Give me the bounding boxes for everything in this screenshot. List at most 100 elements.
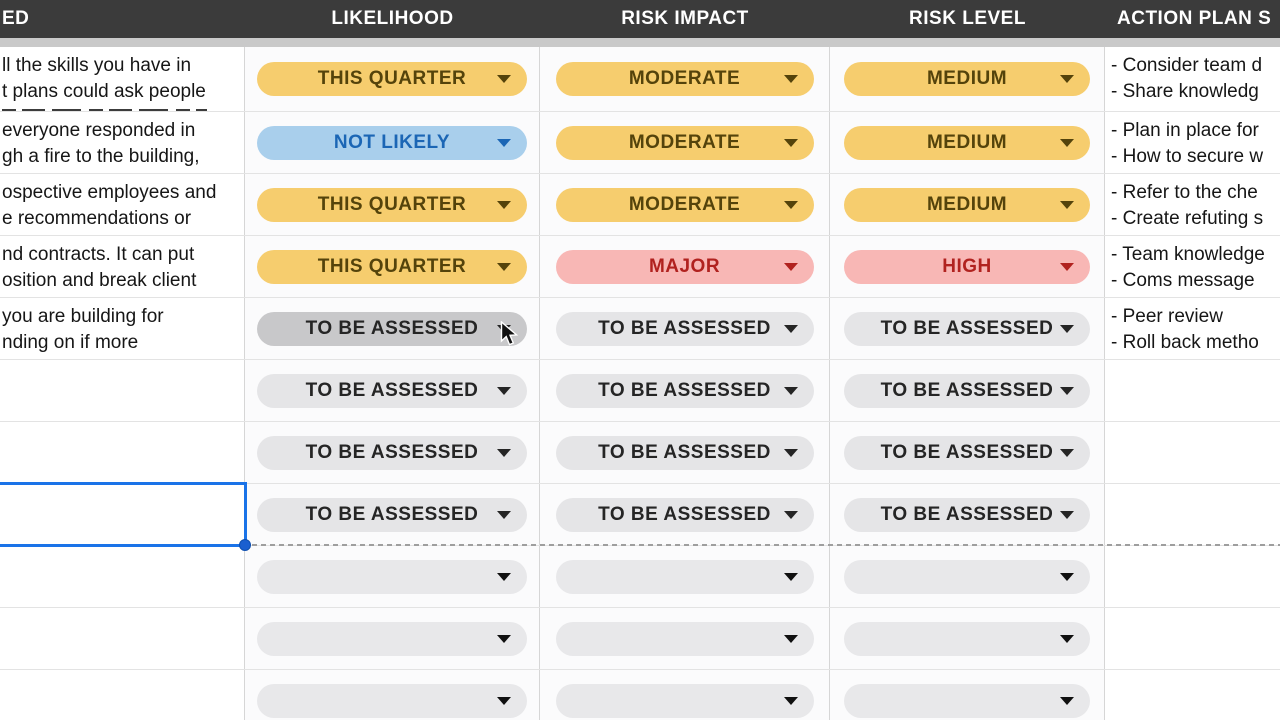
risk-description-cell[interactable]: you are building for nding on if more xyxy=(0,298,245,359)
risk-description-cell-selected[interactable] xyxy=(0,484,245,545)
likelihood-dropdown[interactable]: TO BE ASSESSED xyxy=(257,373,527,408)
risk-impact-dropdown[interactable]: MODERATE xyxy=(555,125,814,160)
chevron-down-icon[interactable] xyxy=(1060,572,1074,581)
chevron-down-icon[interactable] xyxy=(1060,200,1074,209)
action-plan-cell[interactable] xyxy=(1105,670,1280,720)
likelihood-dropdown[interactable]: TO BE ASSESSED xyxy=(257,497,527,532)
risk-description-cell[interactable]: everyone responded in gh a fire to the b… xyxy=(0,112,245,173)
risk-impact-dropdown[interactable]: TO BE ASSESSED xyxy=(555,311,814,346)
chevron-down-icon[interactable] xyxy=(1060,138,1074,147)
chevron-down-icon[interactable] xyxy=(1060,634,1074,643)
column-header-likelihood[interactable]: LIKELIHOOD xyxy=(331,8,454,29)
action-plan-cell[interactable] xyxy=(1105,608,1280,669)
likelihood-dropdown[interactable]: THIS QUARTER xyxy=(257,249,527,284)
risk-level-dropdown[interactable] xyxy=(844,621,1090,656)
risk-level-dropdown[interactable]: MEDIUM xyxy=(844,125,1090,160)
dropdown-label: TO BE ASSESSED xyxy=(305,503,479,525)
likelihood-dropdown[interactable]: THIS QUARTER xyxy=(257,187,527,222)
likelihood-dropdown[interactable] xyxy=(257,621,527,656)
chevron-down-icon[interactable] xyxy=(783,386,798,395)
risk-description-cell[interactable] xyxy=(0,360,245,421)
chevron-down-icon[interactable] xyxy=(497,696,511,705)
chevron-down-icon[interactable] xyxy=(497,75,511,83)
risk-level-cell xyxy=(830,608,1105,669)
action-plan-cell[interactable] xyxy=(1105,360,1280,421)
column-header-action-plan[interactable]: ACTION PLAN S xyxy=(1117,8,1272,29)
chevron-down-icon[interactable] xyxy=(783,138,798,147)
chevron-down-icon[interactable] xyxy=(783,200,798,209)
risk-impact-dropdown[interactable]: MODERATE xyxy=(555,187,814,222)
likelihood-dropdown[interactable]: TO BE ASSESSED xyxy=(257,435,527,470)
chevron-down-icon[interactable] xyxy=(783,262,798,271)
table-row: ll the skills you have in t plans could … xyxy=(0,47,1280,112)
column-header-risk-impact[interactable]: RISK IMPACT xyxy=(621,8,749,29)
chevron-down-icon[interactable] xyxy=(497,200,511,209)
risk-level-dropdown[interactable]: MEDIUM xyxy=(844,187,1090,222)
action-plan-cell[interactable] xyxy=(1105,422,1280,483)
risk-level-dropdown[interactable] xyxy=(844,559,1090,594)
chevron-down-icon[interactable] xyxy=(783,510,798,519)
action-plan-cell[interactable] xyxy=(1105,546,1280,607)
dropdown-label: TO BE ASSESSED xyxy=(880,441,1054,463)
chevron-down-icon[interactable] xyxy=(783,572,798,581)
chevron-down-icon[interactable] xyxy=(497,634,511,643)
chevron-down-icon[interactable] xyxy=(783,324,798,333)
chevron-down-icon[interactable] xyxy=(497,572,511,581)
risk-description-cell[interactable]: nd contracts. It can put osition and bre… xyxy=(0,236,245,297)
risk-impact-dropdown[interactable]: MODERATE xyxy=(555,62,814,96)
column-header-risk-level[interactable]: RISK LEVEL xyxy=(909,8,1026,29)
likelihood-dropdown[interactable]: NOT LIKELY xyxy=(257,125,527,160)
risk-level-dropdown[interactable]: TO BE ASSESSED xyxy=(844,435,1090,470)
action-plan-cell[interactable]: - Plan in place for - How to secure w xyxy=(1105,112,1280,173)
chevron-down-icon[interactable] xyxy=(1060,324,1074,333)
action-plan-cell[interactable]: - Consider team d - Share knowledg xyxy=(1105,47,1280,111)
risk-level-dropdown[interactable]: TO BE ASSESSED xyxy=(844,497,1090,532)
chevron-down-icon[interactable] xyxy=(783,75,798,83)
chevron-down-icon[interactable] xyxy=(1060,696,1074,705)
chevron-down-icon[interactable] xyxy=(497,448,511,457)
risk-impact-dropdown[interactable]: TO BE ASSESSED xyxy=(555,497,814,532)
risk-impact-dropdown[interactable]: TO BE ASSESSED xyxy=(555,435,814,470)
likelihood-dropdown[interactable] xyxy=(257,559,527,594)
risk-description-cell[interactable] xyxy=(0,546,245,607)
risk-impact-dropdown[interactable] xyxy=(555,559,814,594)
action-plan-cell[interactable]: - Peer review - Roll back metho xyxy=(1105,298,1280,359)
action-plan-cell[interactable]: - Refer to the che - Create refuting s xyxy=(1105,174,1280,235)
chevron-down-icon[interactable] xyxy=(1060,510,1074,519)
action-plan-cell[interactable]: - Team knowledge - Coms message xyxy=(1105,236,1280,297)
risk-level-dropdown[interactable]: MEDIUM xyxy=(844,62,1090,96)
chevron-down-icon[interactable] xyxy=(1060,448,1074,457)
chevron-down-icon[interactable] xyxy=(1060,386,1074,395)
risk-level-dropdown[interactable]: HIGH xyxy=(844,249,1090,284)
risk-impact-dropdown[interactable] xyxy=(555,621,814,656)
risk-impact-dropdown[interactable]: TO BE ASSESSED xyxy=(555,373,814,408)
risk-description-cell[interactable] xyxy=(0,422,245,483)
fill-handle[interactable] xyxy=(239,539,251,551)
likelihood-cell: THIS QUARTER xyxy=(245,47,540,111)
chevron-down-icon[interactable] xyxy=(783,634,798,643)
risk-description-cell[interactable]: ll the skills you have in t plans could … xyxy=(0,47,245,111)
risk-description-cell[interactable] xyxy=(0,670,245,720)
likelihood-cell xyxy=(245,670,540,720)
chevron-down-icon[interactable] xyxy=(497,262,511,271)
likelihood-dropdown[interactable] xyxy=(257,683,527,718)
risk-level-dropdown[interactable]: TO BE ASSESSED xyxy=(844,373,1090,408)
likelihood-dropdown[interactable]: TO BE ASSESSED xyxy=(257,311,527,346)
risk-level-dropdown[interactable] xyxy=(844,683,1090,718)
risk-impact-dropdown[interactable]: MAJOR xyxy=(555,249,814,284)
risk-description-cell[interactable] xyxy=(0,608,245,669)
chevron-down-icon[interactable] xyxy=(783,696,798,705)
chevron-down-icon[interactable] xyxy=(497,386,511,395)
risk-level-cell: TO BE ASSESSED xyxy=(830,360,1105,421)
risk-level-dropdown[interactable]: TO BE ASSESSED xyxy=(844,311,1090,346)
chevron-down-icon[interactable] xyxy=(783,448,798,457)
risk-description-cell[interactable]: ospective employees and e recommendation… xyxy=(0,174,245,235)
chevron-down-icon[interactable] xyxy=(497,138,511,147)
risk-impact-dropdown[interactable] xyxy=(555,683,814,718)
chevron-down-icon[interactable] xyxy=(497,510,511,519)
action-plan-cell[interactable] xyxy=(1105,484,1280,545)
chevron-down-icon[interactable] xyxy=(1060,262,1074,271)
column-header-risk[interactable]: ED xyxy=(2,8,30,29)
likelihood-dropdown[interactable]: THIS QUARTER xyxy=(257,62,527,96)
chevron-down-icon[interactable] xyxy=(1060,75,1074,83)
